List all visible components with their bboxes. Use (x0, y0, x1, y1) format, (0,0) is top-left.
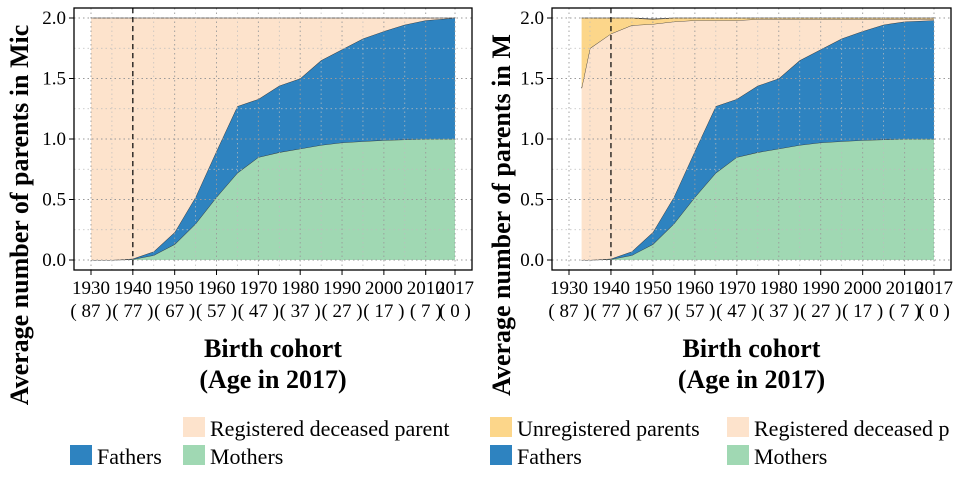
x-axis-subtitle: (Age in 2017) (199, 365, 346, 394)
x-tick-age-label: ( 27 ) (800, 301, 841, 322)
x-tick-age-label: ( 87 ) (548, 301, 589, 322)
x-tick-age-label: ( 7 ) (889, 301, 921, 322)
x-axis-subtitle: (Age in 2017) (678, 365, 825, 394)
y-tick-label: 2.0 (42, 8, 66, 29)
x-tick-label: 1970 (239, 278, 277, 299)
x-tick-age-label: ( 57 ) (196, 301, 237, 322)
x-tick-label: 1960 (198, 278, 236, 299)
x-tick-label: 1980 (281, 278, 319, 299)
legend-swatch-mothers (727, 445, 749, 465)
legend-label-fathers: Fathers (97, 444, 162, 469)
y-axis-title: Average number of parents in M (487, 34, 516, 396)
x-axis-title: Birth cohort (683, 334, 821, 363)
x-tick-label: 2010 (407, 278, 445, 299)
y-tick-label: 2.0 (520, 8, 544, 29)
x-tick-age-label: ( 57 ) (674, 301, 715, 322)
right-chart-panel: 0.0 0.5 1.0 1.5 2.0 1930( 87 ) 1940( 77 ) 1950(… (480, 0, 960, 480)
x-tick-label: 1970 (718, 278, 756, 299)
y-tick-label: 1.0 (42, 129, 66, 150)
x-tick-age-label: ( 7 ) (410, 301, 442, 322)
x-tick-label: 2000 (365, 278, 403, 299)
left-chart-panel: 0.0 0.5 1.0 1.5 2.0 1930( 87 ) 1940( 77 ) 1950(… (5, 7, 474, 469)
x-tick-age-label: ( 77 ) (112, 301, 153, 322)
y-tick-label: 0.5 (520, 190, 544, 211)
x-tick-age-label: ( 47 ) (238, 301, 279, 322)
legend-swatch-registered-deceased (183, 417, 205, 437)
x-tick-label: 2000 (844, 278, 882, 299)
y-tick-label: 1.0 (520, 129, 544, 150)
x-axis-title: Birth cohort (204, 334, 342, 363)
x-tick-age-label: ( 17 ) (842, 301, 883, 322)
x-tick-age-label: ( 37 ) (758, 301, 799, 322)
legend-swatch-unregistered (490, 417, 512, 437)
area-boundary-unregistered (581, 17, 934, 20)
legend-label-unregistered: Unregistered parents (517, 416, 700, 441)
x-tick-label: 1990 (802, 278, 840, 299)
legend-label-mothers: Mothers (210, 444, 283, 469)
legend-swatch-mothers (183, 445, 205, 465)
x-tick-age-label: ( 0 ) (918, 301, 950, 322)
x-tick-label: 1980 (760, 278, 798, 299)
x-tick-age-label: ( 27 ) (321, 301, 362, 322)
y-tick-label: 1.5 (42, 69, 66, 90)
area-unregistered (581, 18, 934, 89)
y-axis-title: Average number of parents in Mic (5, 25, 34, 406)
legend-label-mothers: Mothers (754, 444, 827, 469)
legend-swatch-fathers (490, 445, 512, 465)
grid-group (552, 8, 951, 270)
x-tick-label: 1950 (156, 278, 194, 299)
grid-group (74, 8, 472, 270)
x-tick-label: 1940 (592, 278, 630, 299)
x-tick-age-label: ( 67 ) (154, 301, 195, 322)
y-tick-label: 1.5 (520, 69, 544, 90)
x-tick-age-label: ( 0 ) (439, 301, 471, 322)
x-tick-label: 2017 (436, 278, 474, 299)
x-tick-label: 1950 (634, 278, 672, 299)
x-tick-age-label: ( 47 ) (716, 301, 757, 322)
x-tick-label: 1960 (676, 278, 714, 299)
legend-label-registered-deceased: Registered deceased p (754, 416, 949, 441)
x-tick-label: 1940 (114, 278, 152, 299)
x-tick-label: 1990 (323, 278, 361, 299)
x-tick-age-label: ( 37 ) (280, 301, 321, 322)
legend-label-registered-deceased: Registered deceased parent (210, 416, 449, 441)
x-tick-label: 2017 (915, 278, 953, 299)
x-tick-label: 2010 (886, 278, 924, 299)
legend-swatch-fathers (70, 445, 92, 465)
x-tick-label: 1930 (72, 278, 110, 299)
y-tick-label: 0.5 (42, 190, 66, 211)
y-tick-label: 0.0 (42, 250, 66, 271)
x-tick-age-label: ( 67 ) (632, 301, 673, 322)
x-tick-label: 1930 (550, 278, 588, 299)
area-fathers (581, 20, 934, 261)
y-tick-label: 0.0 (520, 250, 544, 271)
legend-label-fathers: Fathers (517, 444, 582, 469)
x-tick-age-label: ( 17 ) (363, 301, 404, 322)
x-tick-age-label: ( 87 ) (70, 301, 111, 322)
legend-swatch-registered-deceased (727, 417, 749, 437)
x-tick-age-label: ( 77 ) (590, 301, 631, 322)
